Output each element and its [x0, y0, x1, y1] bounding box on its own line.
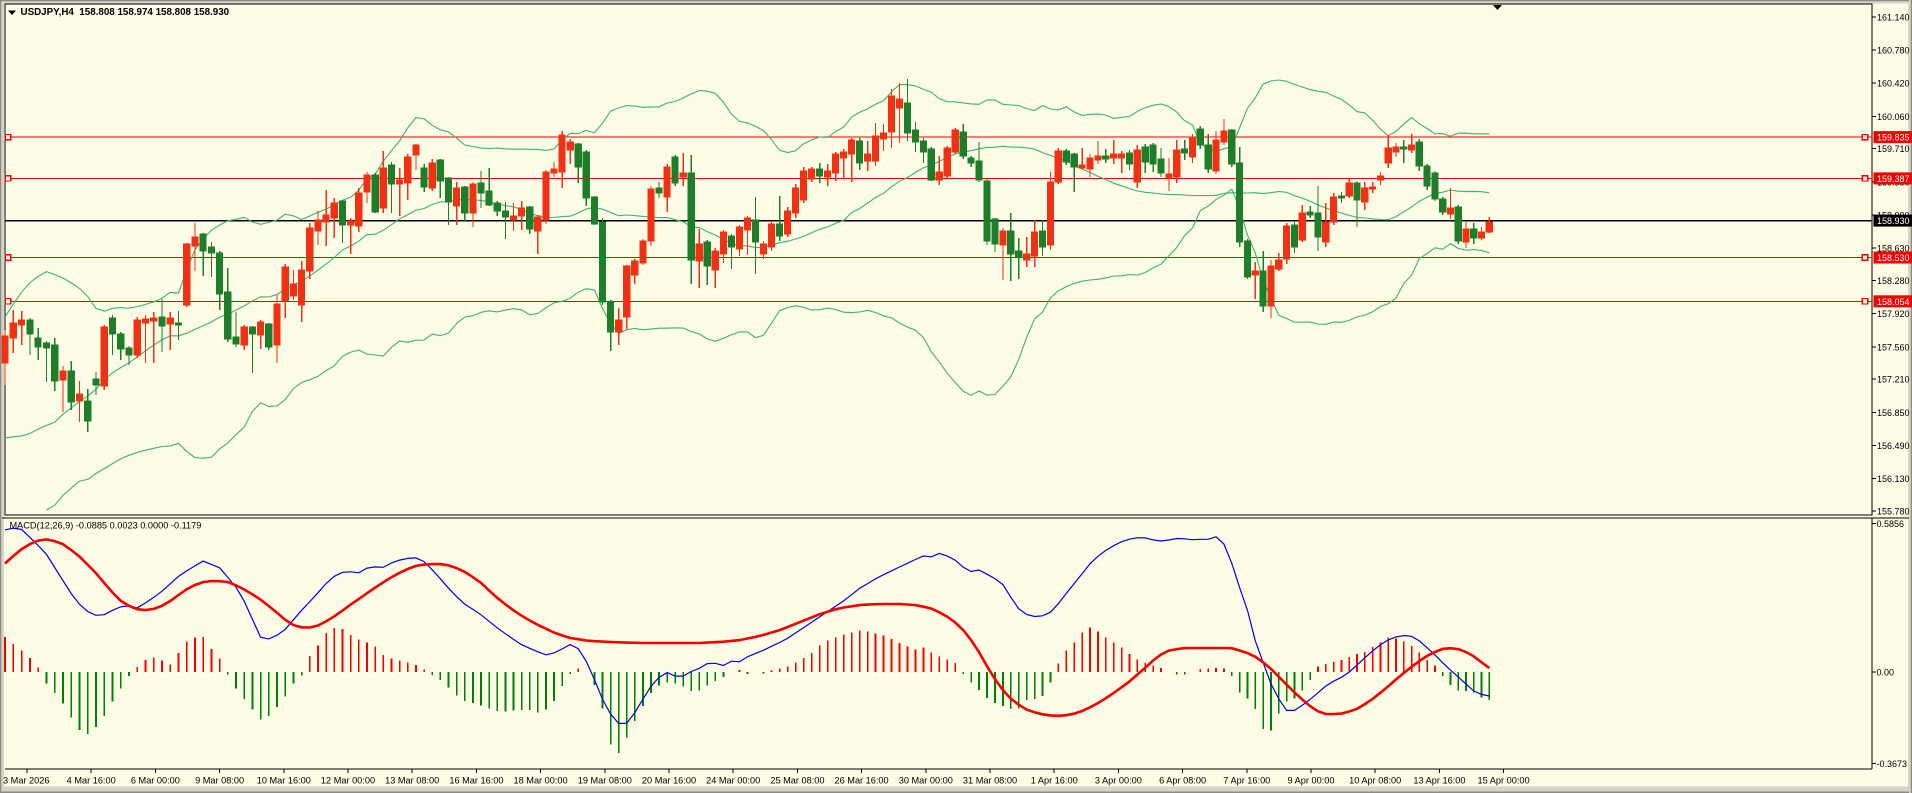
- svg-text:13 Mar 08:00: 13 Mar 08:00: [385, 776, 439, 786]
- svg-text:3 Mar 2026: 3 Mar 2026: [3, 776, 49, 786]
- svg-text:3 Apr 00:00: 3 Apr 00:00: [1095, 776, 1142, 786]
- svg-text:9 Mar 08:00: 9 Mar 08:00: [195, 776, 244, 786]
- svg-text:156.850: 156.850: [1877, 408, 1910, 418]
- svg-text:15 Apr 00:00: 15 Apr 00:00: [1478, 776, 1530, 786]
- svg-text:1 Apr 16:00: 1 Apr 16:00: [1031, 776, 1078, 786]
- svg-text:156.130: 156.130: [1877, 474, 1910, 484]
- svg-text:159.835: 159.835: [1877, 133, 1910, 143]
- svg-text:16 Mar 16:00: 16 Mar 16:00: [449, 776, 503, 786]
- svg-text:USDJPY,H4 158.808 158.974 158: USDJPY,H4 158.808 158.974 158.808 158.93…: [21, 7, 230, 18]
- svg-text:157.210: 157.210: [1877, 375, 1910, 385]
- svg-text:0.5856: 0.5856: [1877, 519, 1905, 529]
- svg-text:7 Apr 16:00: 7 Apr 16:00: [1223, 776, 1270, 786]
- svg-text:157.920: 157.920: [1877, 309, 1910, 319]
- svg-text:9 Apr 00:00: 9 Apr 00:00: [1288, 776, 1335, 786]
- svg-text:12 Mar 00:00: 12 Mar 00:00: [321, 776, 375, 786]
- svg-text:160.060: 160.060: [1877, 112, 1910, 122]
- svg-text:18 Mar 00:00: 18 Mar 00:00: [514, 776, 568, 786]
- svg-text:158.280: 158.280: [1877, 276, 1910, 286]
- svg-text:161.140: 161.140: [1877, 12, 1910, 22]
- svg-text:10 Mar 16:00: 10 Mar 16:00: [257, 776, 311, 786]
- svg-text:30 Mar 00:00: 30 Mar 00:00: [899, 776, 953, 786]
- svg-text:160.780: 160.780: [1877, 46, 1910, 56]
- svg-text:155.780: 155.780: [1877, 507, 1910, 517]
- svg-text:19 Mar 08:00: 19 Mar 08:00: [578, 776, 632, 786]
- svg-text:4 Mar 16:00: 4 Mar 16:00: [67, 776, 116, 786]
- svg-text:159.710: 159.710: [1877, 144, 1910, 154]
- svg-text:-0.3673: -0.3673: [1877, 759, 1908, 769]
- svg-text:13 Apr 16:00: 13 Apr 16:00: [1413, 776, 1465, 786]
- svg-text:159.387: 159.387: [1877, 174, 1910, 184]
- svg-text:25 Mar 08:00: 25 Mar 08:00: [770, 776, 824, 786]
- svg-text:26 Mar 16:00: 26 Mar 16:00: [835, 776, 889, 786]
- svg-text:158.530: 158.530: [1877, 253, 1910, 263]
- svg-text:160.420: 160.420: [1877, 79, 1910, 89]
- svg-text:6 Apr 08:00: 6 Apr 08:00: [1159, 776, 1206, 786]
- svg-text:158.054: 158.054: [1877, 297, 1910, 307]
- svg-text:31 Mar 08:00: 31 Mar 08:00: [963, 776, 1017, 786]
- svg-text:10 Apr 08:00: 10 Apr 08:00: [1349, 776, 1401, 786]
- svg-text:MACD(12,26,9) -0.0885 0.0023 0: MACD(12,26,9) -0.0885 0.0023 0.0000 -0.1…: [10, 521, 202, 531]
- svg-text:20 Mar 16:00: 20 Mar 16:00: [642, 776, 696, 786]
- svg-text:158.930: 158.930: [1877, 216, 1910, 226]
- svg-text:158.630: 158.630: [1877, 244, 1910, 254]
- svg-text:0.00: 0.00: [1877, 668, 1895, 678]
- svg-text:6 Mar 00:00: 6 Mar 00:00: [131, 776, 180, 786]
- svg-text:156.490: 156.490: [1877, 441, 1910, 451]
- svg-text:24 Mar 00:00: 24 Mar 00:00: [706, 776, 760, 786]
- svg-text:157.560: 157.560: [1877, 342, 1910, 352]
